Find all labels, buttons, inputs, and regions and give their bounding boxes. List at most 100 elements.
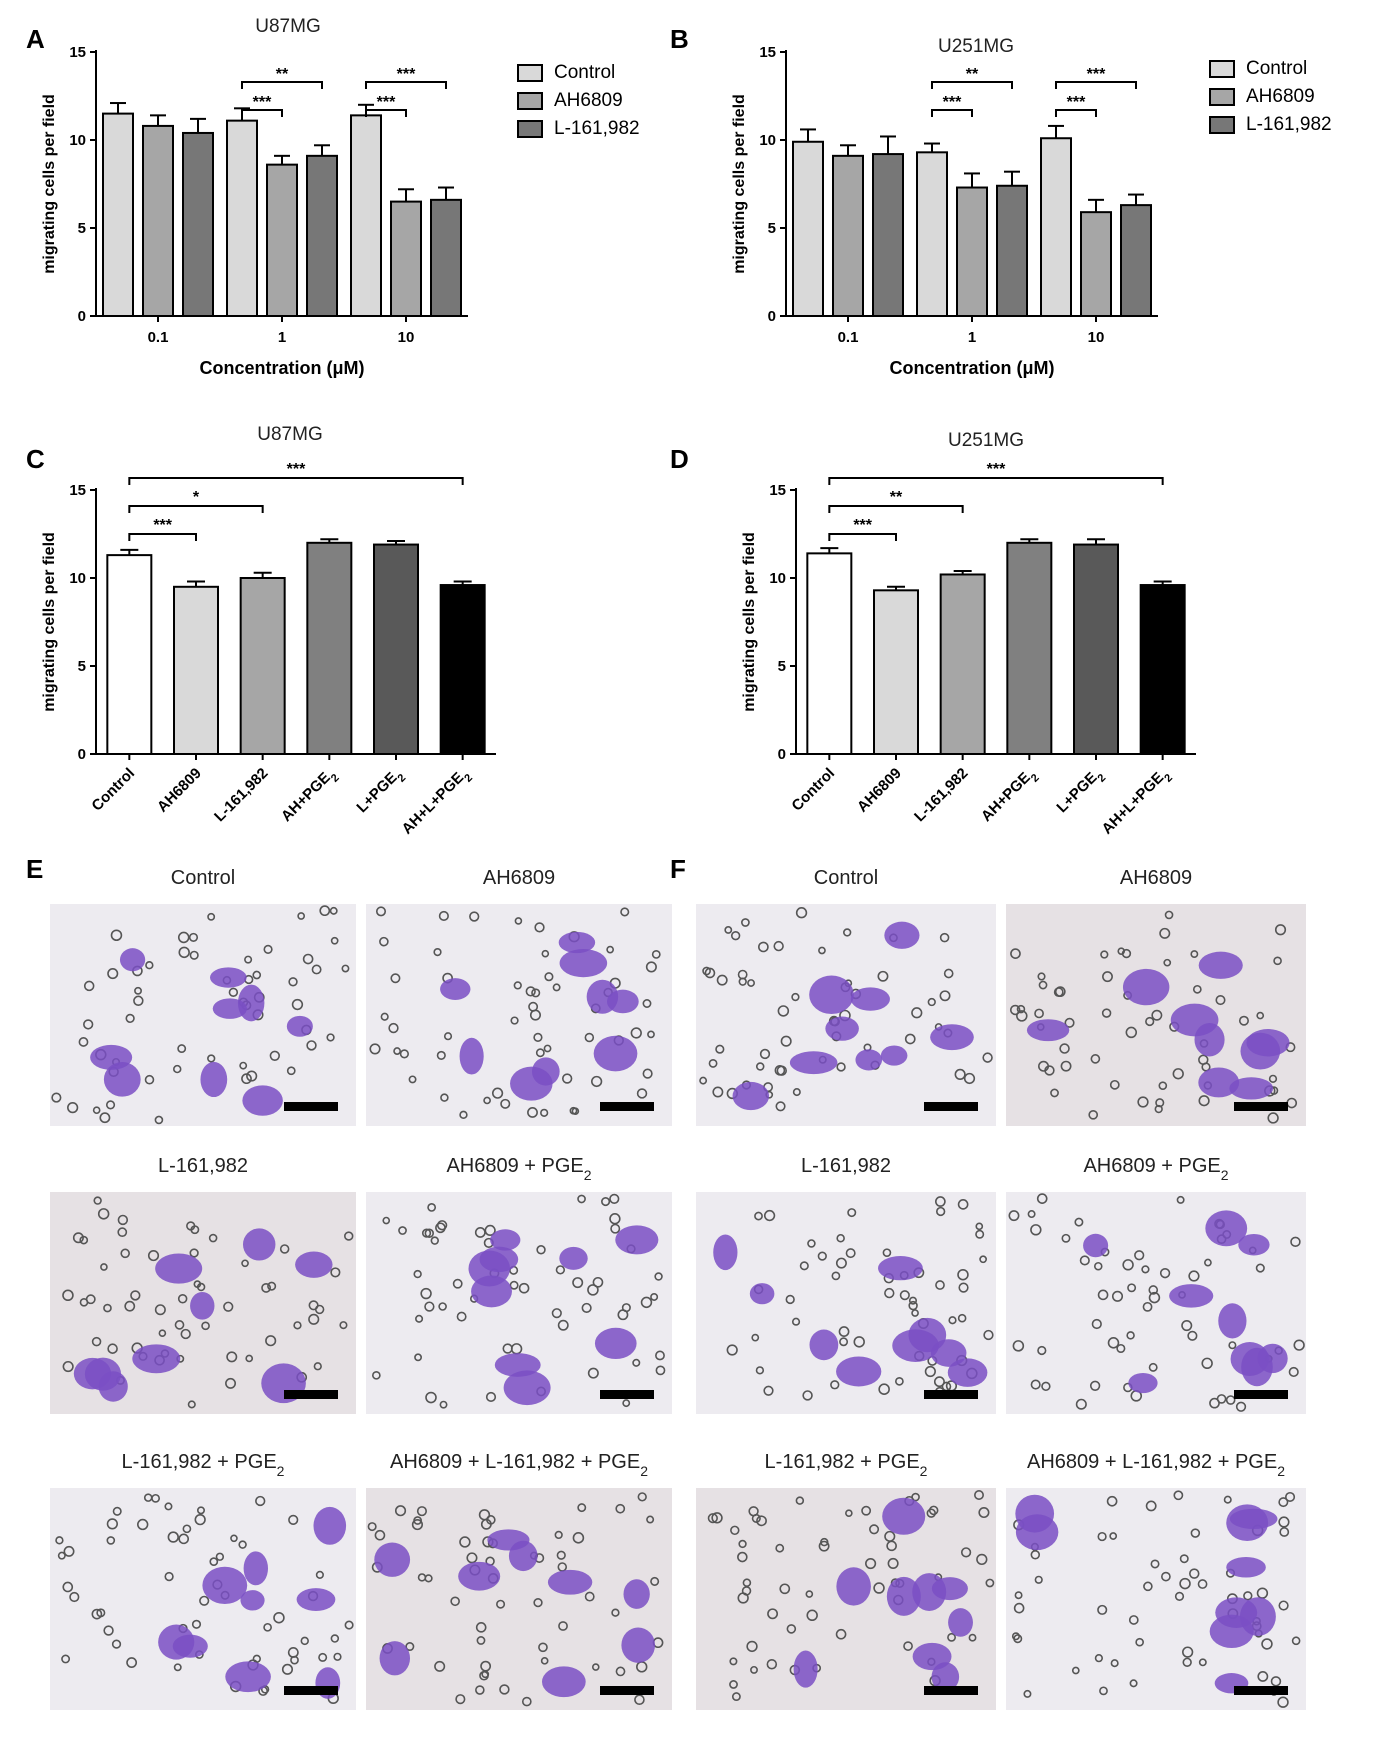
migrated-cell bbox=[789, 1051, 838, 1075]
membrane-pore bbox=[904, 1033, 916, 1045]
membrane-pore bbox=[831, 1271, 841, 1281]
membrane-pore bbox=[1014, 1591, 1023, 1600]
scale-bar bbox=[600, 1686, 654, 1695]
membrane-pore bbox=[1009, 1004, 1021, 1016]
chart-title: U251MG bbox=[938, 36, 1014, 57]
membrane-pore bbox=[1102, 971, 1113, 983]
membrane-pore bbox=[177, 1044, 187, 1054]
membrane-pore bbox=[577, 1194, 586, 1204]
y-tick-label: 0 bbox=[768, 308, 776, 325]
membrane-pore bbox=[263, 944, 273, 954]
membrane-pore bbox=[164, 1571, 174, 1582]
membrane-pore bbox=[255, 1495, 266, 1507]
membrane-pore bbox=[1097, 1604, 1108, 1615]
membrane-pore bbox=[435, 1222, 446, 1234]
membrane-pore bbox=[650, 1292, 659, 1301]
membrane-pore bbox=[341, 964, 350, 973]
membrane-pore bbox=[569, 1106, 578, 1115]
membrane-pore bbox=[779, 1583, 791, 1595]
membrane-pore bbox=[1188, 1270, 1200, 1282]
significance-bracket bbox=[365, 109, 407, 117]
membrane-pore bbox=[443, 1032, 453, 1041]
micrograph-caption: AH6809 + PGE2 bbox=[1083, 1155, 1228, 1183]
migrated-cell bbox=[210, 967, 247, 988]
y-tick-label: 5 bbox=[778, 658, 786, 675]
significance-label: ** bbox=[966, 66, 979, 83]
scale-bar bbox=[600, 1390, 654, 1399]
y-tick-label: 10 bbox=[69, 570, 86, 587]
membrane-pore bbox=[1290, 1236, 1301, 1248]
micrograph-caption: AH6809 + L-161,982 + PGE2 bbox=[390, 1451, 648, 1479]
membrane-pore bbox=[110, 929, 123, 942]
membrane-pore bbox=[61, 1654, 71, 1664]
membrane-pore bbox=[182, 1524, 192, 1534]
membrane-pore bbox=[556, 1550, 566, 1560]
scale-bar bbox=[924, 1102, 978, 1111]
membrane-pore bbox=[724, 926, 733, 934]
membrane-pore bbox=[1215, 995, 1226, 1006]
membrane-pore bbox=[199, 1595, 210, 1606]
membrane-pore bbox=[134, 986, 142, 995]
membrane-pore bbox=[187, 1400, 196, 1409]
membrane-pore bbox=[158, 1329, 167, 1338]
membrane-pore bbox=[117, 1227, 128, 1238]
legend-swatch bbox=[517, 120, 543, 138]
membrane-pore bbox=[79, 1298, 89, 1307]
membrane-pore bbox=[1088, 1109, 1099, 1120]
micrograph-caption: AH6809 bbox=[1120, 867, 1192, 889]
membrane-pore bbox=[1093, 1261, 1103, 1271]
bar bbox=[939, 573, 986, 755]
membrane-pore bbox=[1089, 1380, 1101, 1391]
bar bbox=[239, 577, 286, 755]
membrane-pore bbox=[1198, 1095, 1210, 1107]
membrane-pore bbox=[1109, 1532, 1118, 1540]
membrane-pore bbox=[313, 1362, 322, 1371]
membrane-pore bbox=[194, 1514, 206, 1526]
membrane-pore bbox=[502, 1343, 513, 1354]
membrane-pore bbox=[887, 1557, 899, 1569]
micrographs-f: Control AH6809 L-161,982 AH6809 + PGE2 L-161… bbox=[696, 867, 1306, 1710]
migrated-cell bbox=[1205, 1210, 1248, 1247]
membrane-pore bbox=[263, 1622, 272, 1632]
membrane-pore bbox=[459, 1110, 468, 1120]
membrane-pore bbox=[69, 1591, 80, 1603]
y-tick-label: 5 bbox=[78, 658, 86, 675]
membrane-pore bbox=[434, 1660, 446, 1672]
membrane-pore bbox=[1148, 1291, 1161, 1304]
membrane-pore bbox=[853, 1336, 865, 1348]
membrane-pore bbox=[147, 1250, 160, 1262]
bar bbox=[306, 541, 353, 755]
membrane-pore bbox=[137, 1518, 149, 1531]
membrane-pore bbox=[730, 930, 741, 941]
micrograph-caption: L-161,982 + PGE2 bbox=[765, 1451, 928, 1479]
migrated-cell bbox=[912, 1642, 952, 1671]
membrane-pore bbox=[133, 995, 144, 1007]
membrane-pore bbox=[1182, 1657, 1192, 1667]
membrane-pore bbox=[551, 1308, 562, 1319]
membrane-pore bbox=[375, 906, 387, 917]
scale-bar bbox=[1234, 1686, 1288, 1695]
panel-letter-c: C bbox=[26, 444, 45, 474]
membrane-pore bbox=[196, 1506, 205, 1515]
membrane-pore bbox=[209, 1557, 219, 1567]
membrane-pore bbox=[1267, 1112, 1279, 1124]
membrane-pore bbox=[78, 1037, 89, 1047]
membrane-pore bbox=[287, 1647, 299, 1658]
x-tick-label: AH6809 bbox=[154, 765, 205, 816]
significance-bracket bbox=[931, 109, 973, 117]
membrane-pore bbox=[405, 1642, 415, 1652]
membrane-pore bbox=[960, 1547, 972, 1558]
membrane-pore bbox=[208, 1233, 218, 1243]
membrane-pore bbox=[107, 1343, 118, 1354]
chart-d: U251MG 0 5 10 15 migrating cells per field Con… bbox=[741, 430, 1196, 841]
migrated-cell bbox=[459, 1037, 484, 1075]
membrane-pore bbox=[55, 1536, 64, 1545]
membrane-pore bbox=[1030, 1379, 1041, 1390]
membrane-pore bbox=[1050, 1088, 1059, 1098]
membrane-pore bbox=[72, 1232, 84, 1244]
membrane-pore bbox=[99, 1112, 111, 1124]
membrane-pore bbox=[634, 1694, 645, 1705]
membrane-pore bbox=[106, 1536, 116, 1545]
membrane-pore bbox=[948, 1316, 957, 1325]
membrane-pore bbox=[1187, 1330, 1198, 1341]
